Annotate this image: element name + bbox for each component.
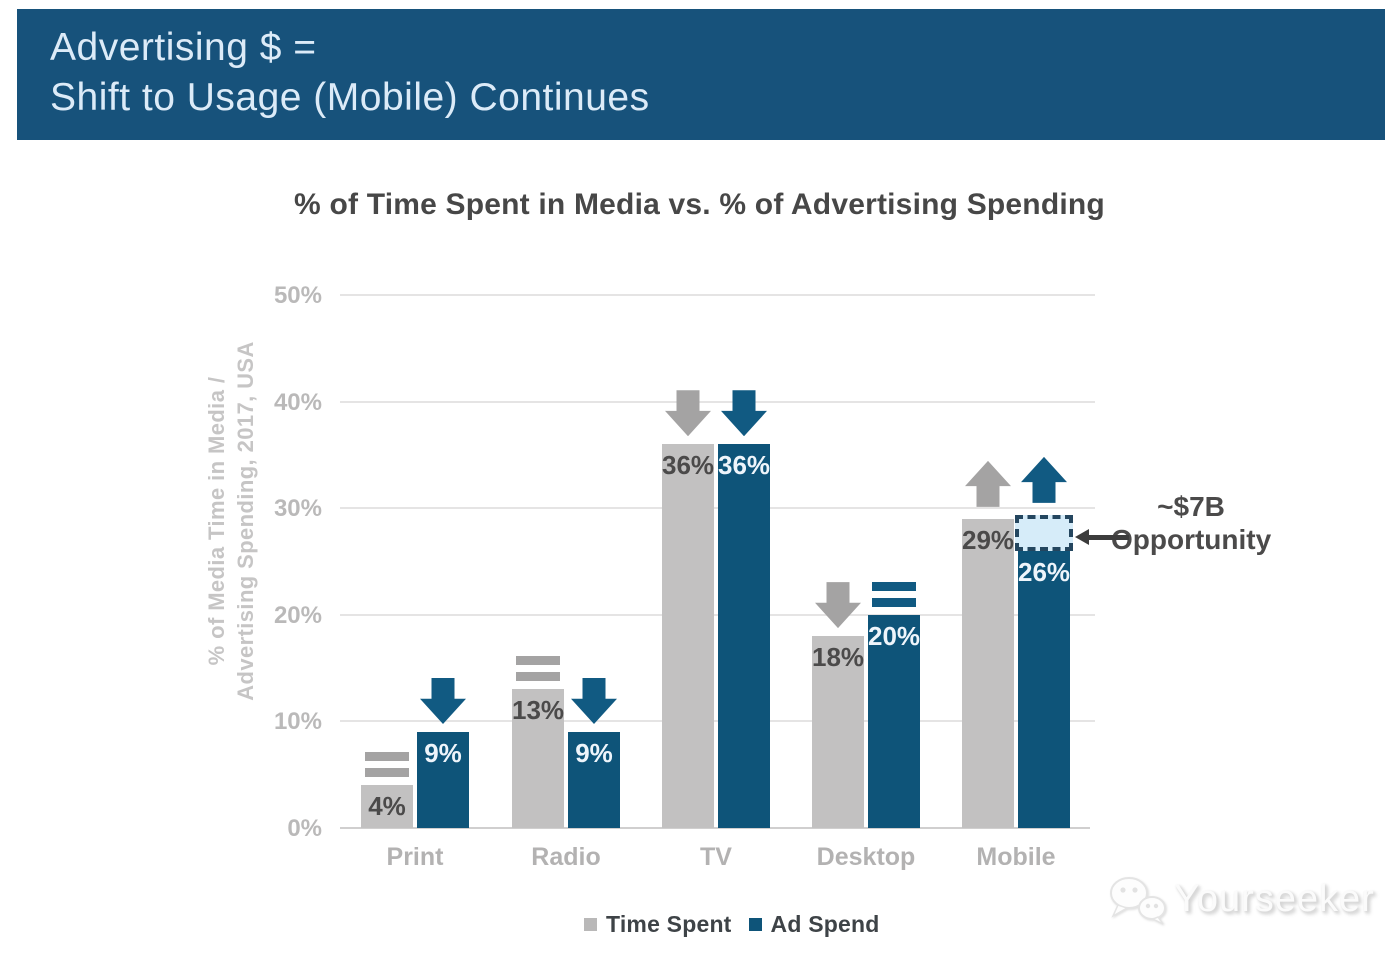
bar-label-tv-time-spent: 36%: [662, 450, 715, 481]
bar-radio-time-spent: [512, 689, 564, 828]
legend-item-ad-spend: Ad Spend: [748, 911, 880, 938]
bar-label-print-time-spent: 4%: [368, 791, 406, 822]
chart-title: % of Time Spent in Media vs. % of Advert…: [294, 188, 1105, 221]
bar-desktop-ad-spend: [868, 614, 920, 828]
x-axis-line: [340, 827, 1090, 829]
trend-up-arrow-icon-mobile-time-spent: [965, 460, 1011, 507]
bar-tv-time-spent: [662, 444, 714, 828]
bar-label-radio-time-spent: 13%: [512, 695, 565, 726]
legend-label-time-spent: Time Spent: [606, 911, 732, 937]
trend-down-arrow-icon-tv-time-spent: [665, 390, 711, 437]
gridline-10: [340, 720, 1095, 723]
bar-tv-ad-spend: [718, 444, 770, 828]
bar-label-desktop-time-spent: 18%: [812, 642, 865, 673]
trend-flat-icon-desktop-ad-spend: [872, 581, 916, 591]
gridline-30: [340, 507, 1095, 510]
bar-radio-ad-spend: [568, 732, 620, 828]
bar-print-ad-spend: [417, 732, 469, 828]
trend-down-arrow-icon-tv-ad-spend: [721, 390, 767, 437]
time-spent-swatch: [584, 918, 597, 931]
ad-spend-swatch: [748, 918, 762, 931]
annotation-arrow-line: [1088, 535, 1129, 540]
bar-mobile-time-spent: [962, 518, 1014, 828]
opportunity-annotation: ~$7B Opportunity: [1111, 490, 1271, 556]
bar-desktop-time-spent: [812, 636, 864, 828]
trend-flat-icon-print-time-spent: [365, 768, 409, 778]
legend-label-ad-spend: Ad Spend: [770, 911, 880, 937]
watermark-text: Yourseeker: [1174, 877, 1375, 920]
bar-label-mobile-time-spent: 29%: [962, 524, 1015, 555]
trend-up-arrow-icon-mobile-ad-spend: [1021, 456, 1067, 503]
gridline-20: [340, 613, 1095, 616]
bar-label-print-ad-spend: 9%: [424, 738, 462, 769]
tick-label-50: 50%: [273, 282, 322, 309]
opportunity-annotation-label: Opportunity: [1111, 524, 1272, 555]
category-label-radio: Radio: [531, 843, 601, 871]
trend-down-arrow-icon-desktop-time-spent: [815, 582, 861, 629]
bar-label-mobile-ad-spend: 26%: [1018, 556, 1071, 587]
opportunity-annotation-value: ~$7B: [1157, 491, 1225, 522]
slide-title-line1: Advertising $ =: [50, 26, 317, 69]
tick-label-30: 30%: [273, 495, 322, 523]
category-label-mobile: Mobile: [976, 843, 1056, 871]
legend-item-time-spent: Time Spent: [584, 911, 732, 938]
category-label-print: Print: [386, 843, 444, 871]
trend-flat-icon-radio-time-spent: [516, 656, 560, 666]
bar-label-tv-ad-spend: 36%: [718, 450, 771, 481]
legend: Time Spent Ad Spend: [584, 911, 879, 938]
bar-mobile-ad-spend: [1018, 550, 1070, 828]
slide-title-banner: Advertising $ = Shift to Usage (Mobile) …: [17, 9, 1385, 140]
trend-down-arrow-icon-print-ad-spend: [420, 678, 466, 725]
gridline-50: [340, 294, 1095, 296]
tick-label-0: 0%: [287, 815, 322, 842]
tick-label-10: 10%: [273, 708, 322, 736]
bar-label-radio-ad-spend: 9%: [575, 738, 613, 769]
trend-flat-icon-desktop-ad-spend: [872, 597, 916, 607]
category-label-tv: TV: [700, 843, 732, 871]
tick-label-20: 20%: [273, 601, 322, 629]
trend-down-arrow-icon-radio-ad-spend: [571, 678, 617, 725]
bar-label-desktop-ad-spend: 20%: [868, 620, 921, 651]
opportunity-gap-box: [1015, 514, 1073, 551]
trend-flat-icon-print-time-spent: [365, 752, 409, 762]
tick-label-40: 40%: [273, 388, 322, 416]
wechat-icon: [1110, 877, 1166, 925]
gridline-40: [340, 400, 1095, 403]
slide-title-line2: Shift to Usage (Mobile) Continues: [50, 76, 650, 119]
trend-flat-icon-radio-time-spent: [516, 672, 560, 682]
category-label-desktop: Desktop: [816, 843, 916, 871]
watermark: Yourseeker: [1106, 872, 1375, 926]
bar-print-time-spent: [361, 785, 413, 828]
